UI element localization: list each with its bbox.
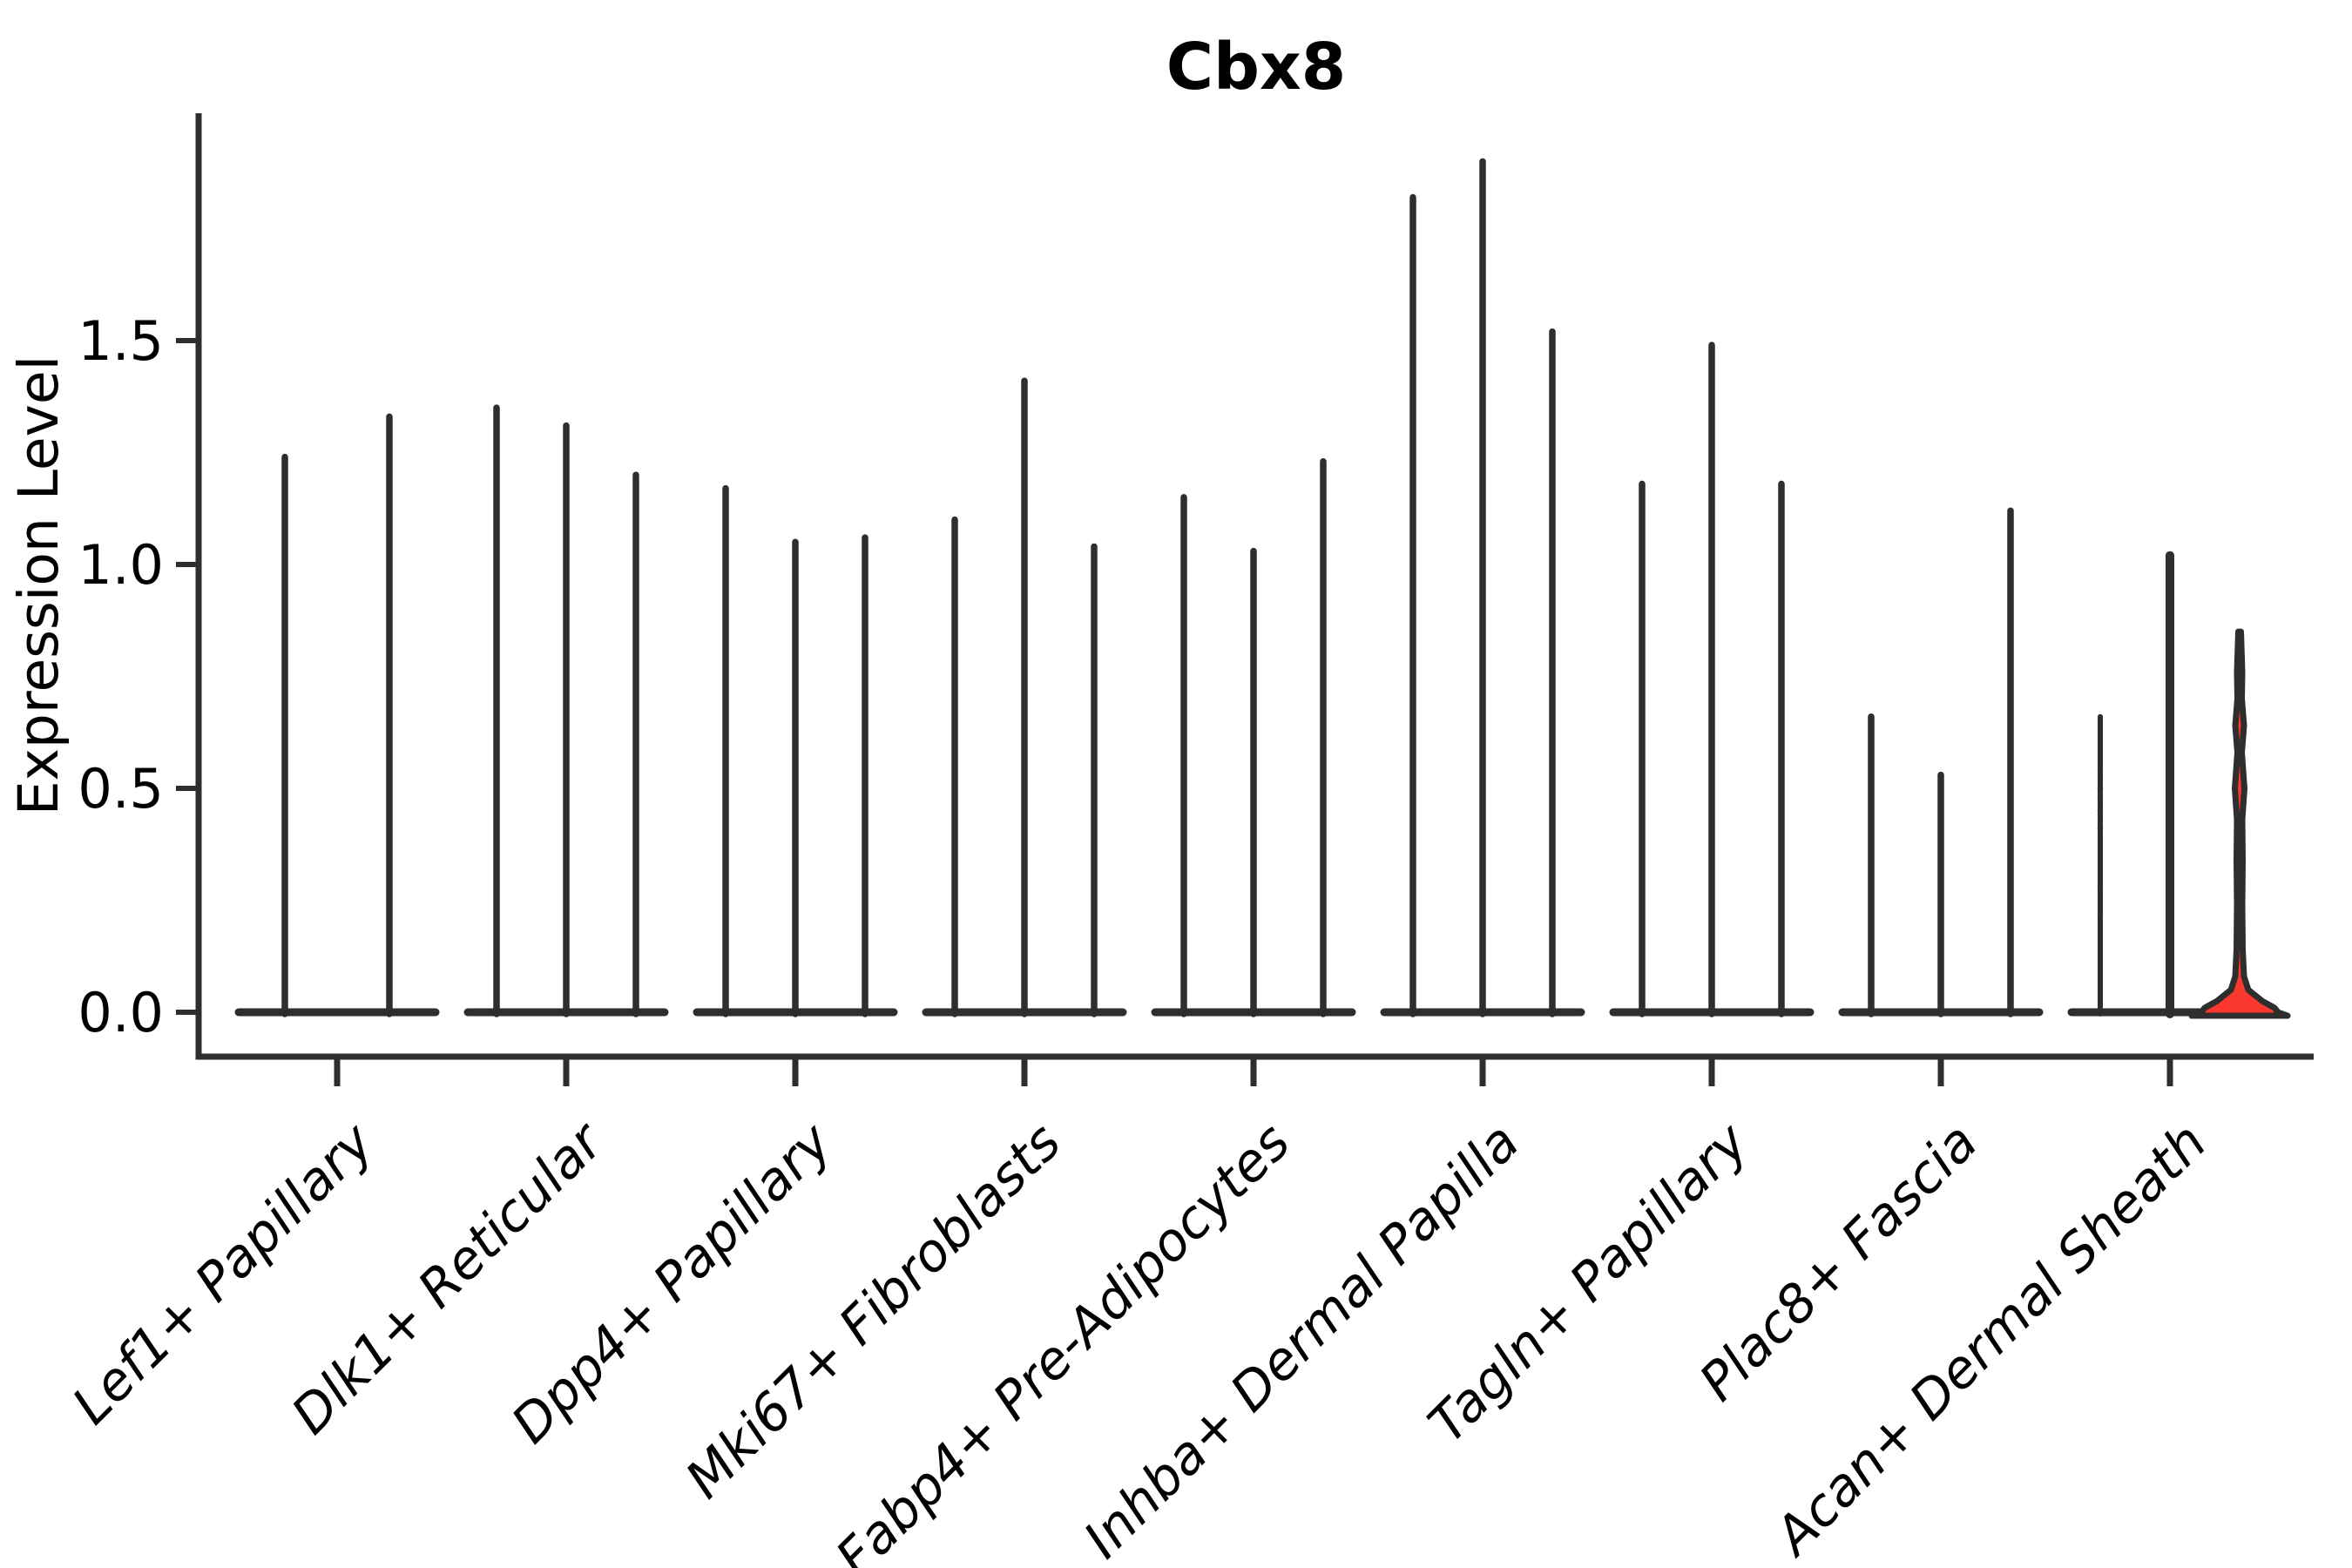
jitter-dot	[2097, 785, 2104, 792]
jitter-dot	[1868, 924, 1875, 930]
jitter-dot	[2097, 808, 2104, 814]
jitter-dot	[2097, 883, 2104, 890]
y-tick-label: 0.5	[78, 757, 164, 821]
y-tick-label: 0.0	[78, 981, 164, 1044]
x-tick-label: Inhba+ Dermal Papilla	[1072, 1112, 1531, 1568]
jitter-dot	[2166, 866, 2173, 872]
jitter-dot	[1937, 866, 1944, 872]
jitter-dot	[2097, 794, 2104, 801]
highlighted-violin	[2188, 628, 2291, 1019]
y-axis-label: Expression Level	[7, 355, 71, 815]
jitter-dot	[2097, 826, 2104, 832]
y-tick-label: 1.5	[78, 309, 164, 373]
jitter-dot	[1937, 906, 1944, 912]
x-tick-label: Fabp4+ Pre-Adipocytes	[824, 1112, 1301, 1568]
jitter-dot	[2097, 910, 2104, 917]
jitter-dot	[1868, 799, 1875, 805]
x-tick-label: Mki67+ Fibroblasts	[674, 1112, 1073, 1511]
y-tick-label: 1.0	[78, 533, 164, 597]
plot-title: Cbx8	[1166, 30, 1347, 105]
x-tick-label: Acan+ Dermal Sheath	[1761, 1112, 2219, 1568]
jitter-dot	[2097, 767, 2104, 774]
jitter-dot	[1868, 862, 1875, 868]
jitter-dot	[2166, 776, 2173, 782]
jitter-dot	[2166, 763, 2173, 769]
